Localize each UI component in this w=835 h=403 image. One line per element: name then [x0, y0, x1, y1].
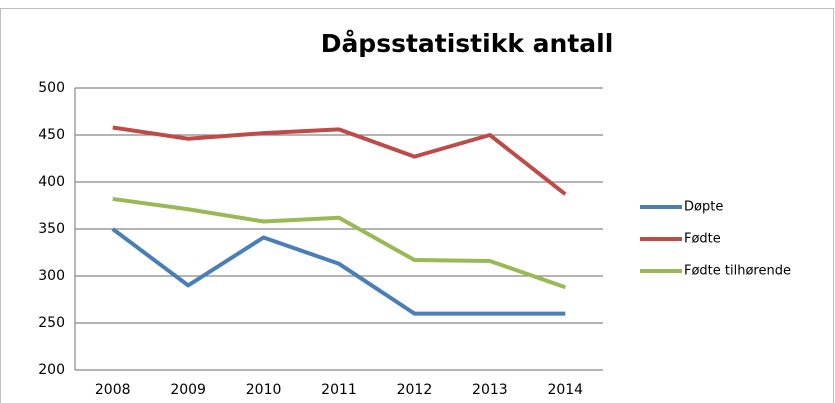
x-tick-label: 2010: [246, 382, 282, 398]
legend-label: Fødte tilhørende: [684, 264, 791, 279]
y-tick-label: 300: [38, 268, 65, 284]
series-line: [111, 227, 566, 316]
y-tick-label: 200: [38, 362, 65, 378]
y-tick-label: 350: [38, 221, 65, 237]
y-tick-label: 500: [38, 80, 65, 96]
legend-label: Døpte: [684, 200, 723, 215]
chart-title: Dåpsstatistikk antall: [321, 29, 614, 58]
chart-frame: [0, 8, 834, 403]
x-tick-label: 2011: [321, 382, 357, 398]
legend-label: Fødte: [684, 232, 721, 247]
y-tick-label: 450: [38, 127, 65, 143]
series-line: [112, 196, 566, 290]
y-tick-label: 250: [38, 315, 65, 331]
x-tick-label: 2014: [547, 382, 583, 398]
x-tick-label: 2008: [95, 382, 131, 398]
x-tick-label: 2009: [170, 382, 206, 398]
x-tick-label: 2012: [397, 382, 433, 398]
y-tick-label: 400: [38, 174, 65, 190]
series-line: [112, 125, 567, 196]
x-tick-label: 2013: [472, 382, 508, 398]
